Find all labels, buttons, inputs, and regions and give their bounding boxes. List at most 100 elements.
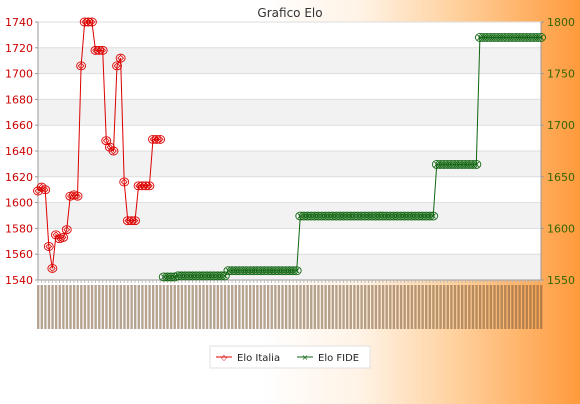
left-tick-label: 1620 (5, 171, 33, 184)
x-tick-label (202, 285, 205, 329)
elo-fide-point (288, 266, 299, 276)
elo-italia-point (126, 216, 137, 226)
legend-box (209, 345, 371, 369)
left-tick-label: 1720 (5, 42, 33, 55)
elo-fide-point-cross (430, 213, 436, 219)
x-tick-label (475, 285, 478, 329)
x-tick-label (274, 285, 277, 329)
x-tick-label (177, 285, 180, 329)
elo-italia-point (140, 181, 151, 191)
elo-fide-point (489, 33, 500, 42)
elo-italia-point (61, 225, 72, 235)
elo-fide-point (223, 266, 234, 276)
x-tick-label (410, 285, 414, 329)
x-tick-label (263, 285, 266, 329)
elo-fide-point (309, 211, 320, 221)
x-tick-label (162, 285, 166, 329)
elo-italia-point-diamond (113, 62, 121, 70)
x-tick-label (335, 285, 338, 329)
elo-fide-point (532, 33, 543, 42)
legend-label-fide: Elo FIDE (318, 353, 359, 364)
elo-fide-point (295, 211, 306, 221)
left-tick-label: 1660 (5, 119, 33, 132)
x-tick-label (331, 285, 335, 329)
x-tick-label (37, 285, 40, 329)
x-tick-label (453, 285, 457, 329)
x-tick-label (58, 285, 61, 329)
x-tick-label (306, 285, 309, 329)
x-tick-label (205, 285, 209, 329)
x-tick-label (320, 285, 324, 329)
x-tick-label (69, 285, 72, 329)
elo-fide-point (381, 211, 392, 221)
x-tick-label (159, 285, 162, 329)
elo-fide-point (212, 271, 223, 281)
elo-fide-point (349, 211, 360, 221)
x-tick-label (137, 285, 140, 329)
elo-italia-point-diamond (99, 47, 107, 54)
x-tick-label (471, 285, 475, 329)
elo-fide-point (421, 211, 431, 221)
right-tick-label: 1600 (547, 222, 575, 235)
elo-italia-point-diamond (63, 226, 71, 234)
elo-fide-point (183, 271, 194, 281)
x-tick-label (313, 285, 317, 329)
x-tick-label (518, 285, 521, 329)
x-tick-label (432, 285, 435, 329)
x-tick-label (529, 285, 532, 329)
elo-fide-point (385, 211, 396, 221)
elo-fide-point (496, 33, 507, 42)
elo-fide-point (518, 33, 528, 42)
x-tick-label (180, 285, 184, 329)
elo-fide-point (478, 33, 489, 42)
elo-fide-point (536, 33, 546, 42)
x-tick-label (62, 285, 65, 329)
x-tick-label (234, 285, 238, 329)
elo-italia-point-diamond (77, 62, 85, 70)
elo-fide-point (237, 266, 248, 276)
x-tick-label (403, 285, 406, 329)
elo-fide-point (266, 266, 277, 276)
elo-fide-point (503, 33, 514, 42)
elo-fide-point (439, 159, 449, 169)
x-tick-label (44, 285, 47, 329)
elo-fide-point-cross (473, 161, 480, 168)
elo-fide-point (241, 266, 252, 276)
x-tick-label (317, 285, 320, 329)
elo-fide-point (162, 272, 173, 282)
x-tick-label (277, 285, 281, 329)
x-tick-label (105, 285, 108, 329)
elo-fide-point (471, 159, 482, 169)
elo-fide-point (345, 211, 356, 221)
left-tick-label: 1560 (5, 248, 33, 261)
elo-fide-point (521, 33, 532, 42)
x-tick-label (284, 285, 288, 329)
x-tick-label (428, 285, 432, 329)
elo-fide-point (367, 211, 378, 221)
elo-italia-point (40, 185, 51, 195)
elo-fide-point (342, 211, 352, 221)
elo-fide-point (406, 211, 417, 221)
elo-fide-point (255, 266, 266, 276)
elo-fide-point (485, 33, 496, 42)
left-tick-label: 1540 (5, 274, 33, 287)
elo-italia-point (155, 134, 166, 144)
left-tick-label: 1740 (5, 16, 33, 29)
elo-fide-point (316, 211, 327, 221)
x-tick-label (209, 285, 212, 329)
elo-fide-point (507, 33, 518, 42)
x-tick-label (238, 285, 241, 329)
x-tick-label (342, 285, 345, 329)
x-tick-label (522, 285, 525, 329)
elo-italia-point-diamond (146, 182, 153, 190)
left-tick-label: 1700 (5, 68, 33, 81)
x-tick-label (486, 285, 489, 329)
x-tick-label (389, 285, 392, 329)
x-tick-label (514, 285, 518, 329)
elo-fide-point (525, 33, 536, 42)
plot-band (38, 99, 541, 126)
elo-italia-point-diamond (70, 191, 78, 199)
x-tick-label (252, 285, 255, 329)
x-tick-label (349, 285, 352, 329)
